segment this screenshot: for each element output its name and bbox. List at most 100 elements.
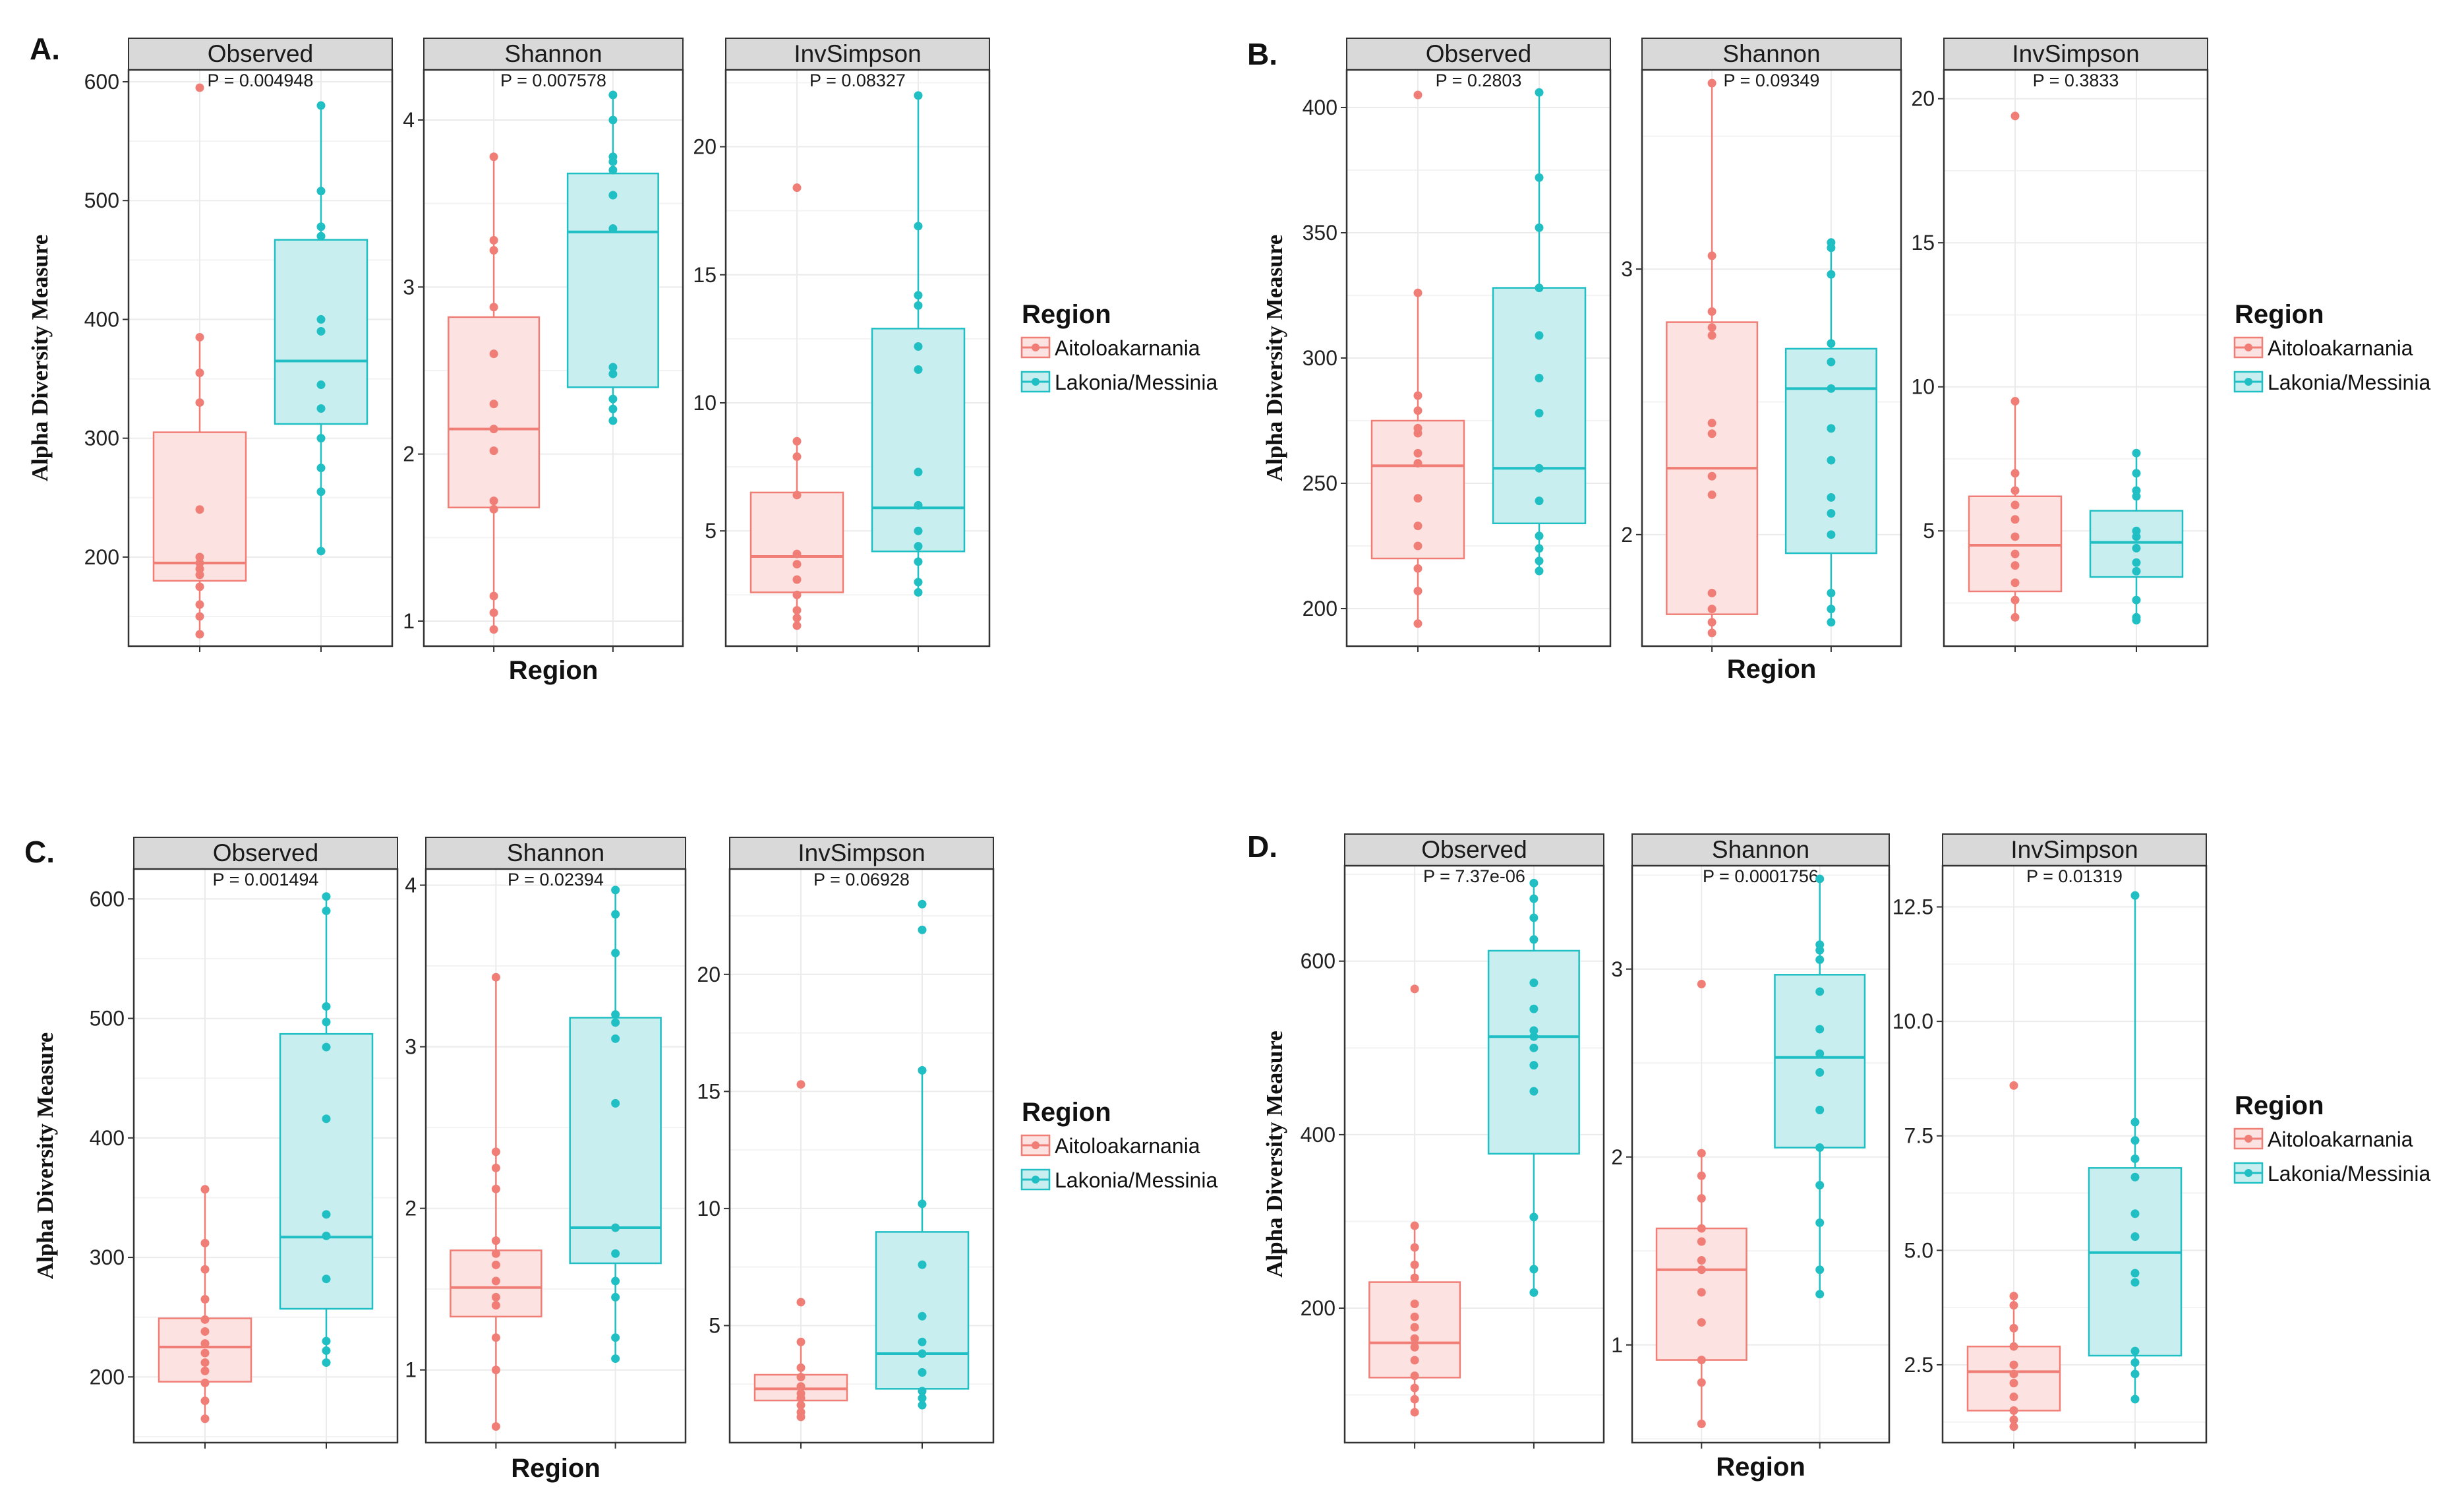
data-point: [2132, 469, 2141, 478]
data-point: [611, 910, 620, 919]
data-point: [1827, 509, 1836, 518]
y-tick-label: 1: [405, 1358, 417, 1382]
facet-shannon: Shannon 2 3 P = 0.09349: [1621, 38, 1902, 652]
data-point: [489, 608, 498, 617]
legend-point: [1032, 344, 1040, 351]
facet-title: InvSimpson: [2012, 40, 2139, 67]
data-point: [316, 464, 326, 473]
y-tick-label: 5: [705, 519, 717, 543]
data-point: [322, 1210, 331, 1219]
data-point: [1827, 530, 1836, 539]
data-point: [1535, 331, 1544, 340]
legend-title: Region: [1022, 300, 1111, 329]
data-point: [491, 1422, 500, 1431]
data-point: [1697, 1237, 1706, 1246]
p-value-label: P = 0.2803: [1436, 71, 1522, 90]
data-point: [2009, 1292, 2018, 1301]
data-point: [796, 1363, 806, 1372]
legend-label: Lakonia/Messinia: [2268, 1162, 2430, 1185]
data-point: [1410, 984, 1419, 994]
iqr-box: [1370, 419, 1465, 560]
panel-letter: D.: [1247, 829, 1277, 864]
data-point: [918, 1387, 927, 1396]
data-point: [2132, 543, 2141, 553]
data-point: [2010, 486, 2020, 495]
data-point: [1413, 522, 1423, 531]
data-point: [796, 1373, 806, 1382]
data-point: [195, 332, 204, 342]
facet-strip: [128, 38, 393, 71]
data-point: [1815, 874, 1825, 884]
data-point: [1707, 307, 1716, 316]
y-tick-label: 500: [90, 1007, 125, 1031]
facet-observed: Observed 200 300 400 500 600 P = 0.004948: [84, 38, 394, 652]
data-point: [796, 1337, 806, 1346]
data-point: [1410, 1342, 1419, 1352]
y-tick-label: 200: [1301, 1296, 1335, 1320]
box-aitoloakarnania: [152, 83, 247, 639]
y-axis-label: Alpha Diversity Measure: [27, 235, 53, 482]
data-point: [1529, 894, 1539, 903]
data-point: [792, 613, 802, 622]
data-point: [489, 235, 498, 245]
data-point: [914, 342, 923, 351]
data-point: [1827, 384, 1836, 393]
data-point: [1707, 323, 1716, 332]
data-point: [2010, 595, 2020, 605]
legend-key-aitoloakarnania: Aitoloakarnania: [1020, 336, 1200, 360]
p-value-label: P = 0.0001756: [1703, 866, 1819, 886]
data-point: [918, 1337, 927, 1346]
data-point: [2130, 1136, 2140, 1145]
data-point: [491, 1292, 500, 1302]
facet-strip: [1943, 38, 2208, 71]
y-tick-label: 350: [1303, 221, 1337, 245]
data-point: [1827, 357, 1836, 367]
panel-d: D. Alpha Diversity Measure Observed 200 400 6…: [1247, 829, 2430, 1482]
legend-label: Aitoloakarnania: [2268, 336, 2413, 360]
y-tick-label: 600: [1301, 949, 1335, 973]
facet-title: Shannon: [1712, 836, 1809, 863]
data-point: [2130, 1278, 2140, 1287]
data-point: [489, 504, 498, 514]
facet-strip: [729, 837, 994, 870]
plot-frame: [724, 69, 991, 647]
data-point: [200, 1358, 210, 1367]
data-point: [1529, 1061, 1539, 1070]
facet-shannon: Shannon 1 2 3 P = 0.0001756: [1611, 833, 1891, 1449]
y-tick-label: 300: [84, 427, 119, 450]
y-tick-label: 15: [693, 263, 717, 287]
data-point: [1827, 424, 1836, 433]
data-point: [918, 1400, 927, 1410]
legend-key-aitoloakarnania: Aitoloakarnania: [2233, 1127, 2413, 1151]
data-point: [1707, 628, 1716, 638]
data-point: [1707, 419, 1716, 428]
facet-shannon: Shannon 1 2 3 4 P = 0.02394: [405, 837, 687, 1449]
y-tick-label: 10: [697, 1197, 720, 1220]
data-point: [1410, 1273, 1419, 1282]
legend-key-lakonia-messinia: Lakonia/Messinia: [2233, 1162, 2430, 1185]
legend-label: Aitoloakarnania: [2268, 1127, 2413, 1151]
data-point: [1535, 464, 1544, 473]
data-point: [316, 231, 326, 241]
data-point: [316, 315, 326, 324]
data-point: [491, 1236, 500, 1245]
legend-point: [1032, 378, 1040, 386]
panel-b: B. Alpha Diversity Measure Observed 200 250 3…: [1247, 37, 2430, 684]
data-point: [1529, 1026, 1539, 1035]
box-lakonia-messinia: [566, 90, 659, 425]
data-point: [914, 91, 923, 100]
data-point: [2132, 448, 2141, 458]
y-tick-label: 300: [90, 1245, 125, 1269]
plot-frame: [728, 868, 995, 1444]
legend: Region Aitoloakarnania Lakonia/Messinia: [1020, 1098, 1217, 1192]
data-point: [1535, 544, 1544, 553]
iqr-box: [566, 172, 659, 388]
box-aitoloakarnania: [1368, 984, 1461, 1417]
data-point: [1815, 1290, 1825, 1299]
data-point: [195, 558, 204, 568]
data-point: [2009, 1393, 2018, 1402]
y-tick-label: 600: [90, 887, 125, 911]
data-point: [1413, 448, 1423, 458]
data-point: [608, 115, 618, 125]
x-axis-label: Region: [1727, 655, 1817, 684]
